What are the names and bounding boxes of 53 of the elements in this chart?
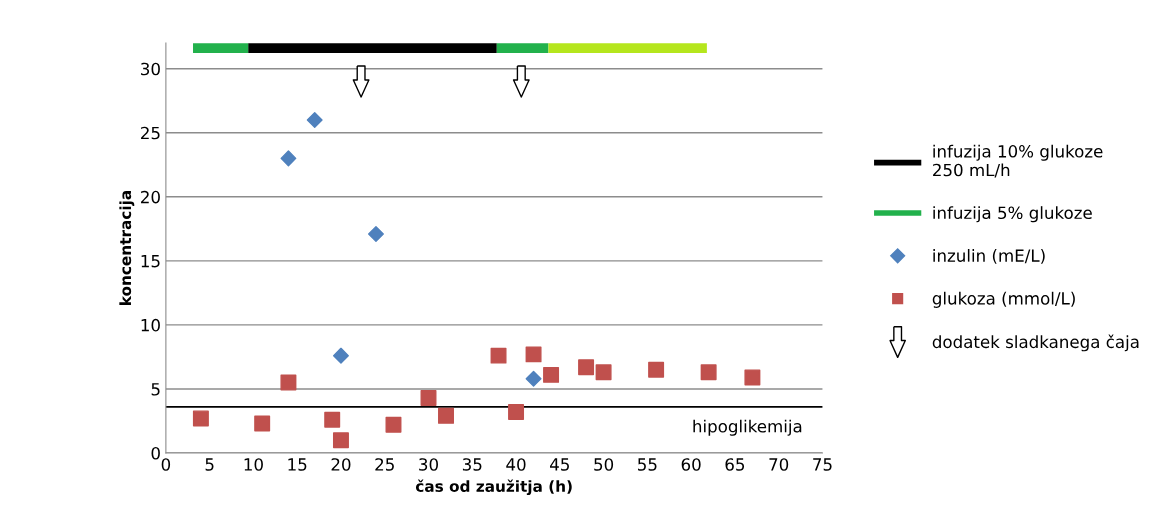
x-tick-label: 75 — [813, 458, 832, 471]
point — [368, 225, 384, 242]
point — [324, 411, 341, 428]
point — [525, 370, 542, 387]
x-tick-label: 65 — [725, 458, 745, 471]
legend-label: infuzija 10% glukoze 250 mL/h — [933, 144, 1103, 178]
point — [525, 346, 542, 363]
y-tick-label: 20 — [141, 190, 160, 204]
point — [595, 364, 612, 381]
point — [648, 361, 665, 378]
x-tick-label: 15 — [288, 458, 307, 471]
point — [420, 389, 437, 406]
y-tick-label: 30 — [141, 62, 160, 76]
legend-label: dodatek sladkanega čaja — [932, 334, 1139, 352]
legend-label: glukoza (mmol/L) — [932, 291, 1075, 308]
legend-label: inzulin (mE/L) — [933, 248, 1045, 264]
point — [438, 407, 454, 424]
y-tick-label: 0 — [151, 446, 160, 460]
point — [306, 111, 323, 128]
legend-label: infuzija 5% glukoze — [933, 206, 1092, 223]
x-axis-title: čas od zaužitja (h) — [415, 479, 572, 496]
point — [254, 415, 271, 432]
y-tick-label: 25 — [141, 126, 160, 140]
point — [490, 347, 507, 364]
x-tick-label: 25 — [375, 458, 394, 471]
point — [385, 416, 402, 433]
point — [744, 369, 761, 386]
x-tick-label: 10 — [244, 458, 263, 471]
x-tick-label: 50 — [594, 458, 614, 471]
point — [192, 410, 209, 427]
x-tick-label: 30 — [419, 458, 438, 471]
y-axis-title: koncentracija — [119, 191, 135, 305]
point — [280, 374, 297, 391]
x-tick-label: 60 — [681, 458, 701, 471]
x-tick-label: 70 — [769, 458, 789, 471]
y-tick-label: 5 — [151, 383, 160, 396]
point — [280, 150, 297, 167]
point — [332, 432, 349, 449]
x-tick-label: 35 — [462, 458, 482, 471]
point — [332, 347, 349, 364]
point — [700, 364, 717, 381]
x-tick-label: 20 — [331, 458, 351, 471]
x-tick-label: 5 — [205, 458, 214, 471]
y-tick-label: 10 — [141, 318, 160, 332]
y-tick-label: 15 — [141, 255, 160, 268]
x-tick-label: 40 — [506, 458, 526, 471]
point — [543, 366, 560, 383]
x-tick-label: 0 — [161, 458, 171, 471]
x-tick-label: 45 — [550, 458, 569, 471]
point — [508, 404, 525, 420]
x-tick-label: 55 — [638, 458, 657, 471]
ref-line-label: hipoglikemija — [693, 419, 802, 436]
point — [578, 359, 595, 376]
